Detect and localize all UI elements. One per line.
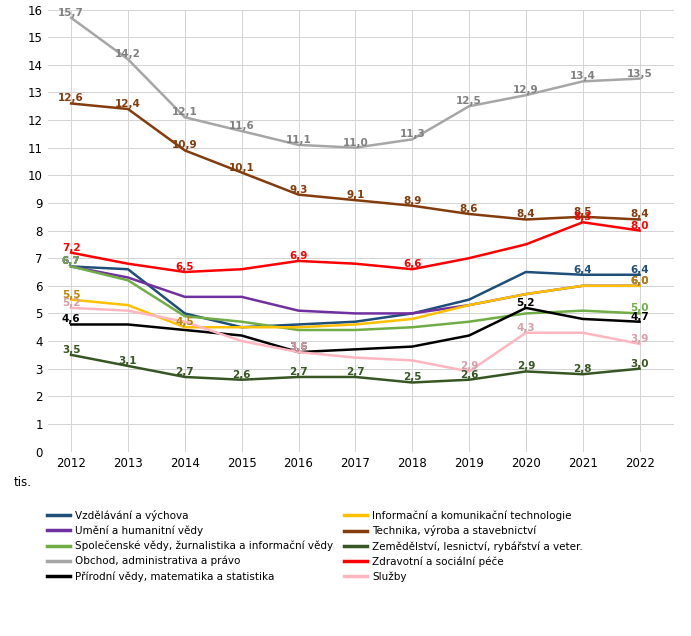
Text: 4,7: 4,7: [630, 312, 649, 322]
Text: 5,5: 5,5: [62, 289, 80, 300]
Text: 6,4: 6,4: [630, 265, 649, 275]
Text: 12,1: 12,1: [172, 107, 198, 117]
Text: 2,9: 2,9: [517, 361, 535, 371]
Text: 9,3: 9,3: [290, 184, 307, 195]
Text: 2,7: 2,7: [176, 367, 194, 377]
Text: 5,0: 5,0: [630, 303, 649, 314]
Text: 7,2: 7,2: [61, 243, 80, 252]
Text: 4,3: 4,3: [517, 322, 536, 333]
Text: 2,8: 2,8: [574, 364, 592, 374]
Text: 11,6: 11,6: [229, 121, 254, 131]
Text: 2,5: 2,5: [403, 373, 422, 382]
Text: 6,7: 6,7: [61, 256, 80, 266]
Text: 5,2: 5,2: [517, 298, 535, 308]
Text: 2,6: 2,6: [232, 370, 251, 380]
Text: 6,0: 6,0: [630, 276, 649, 286]
Legend: Vzdělávání a výchova, Umění a humanitní vědy, Společenské vědy, žurnalistika a i: Vzdělávání a výchova, Umění a humanitní …: [47, 510, 583, 582]
Text: 8,6: 8,6: [460, 204, 478, 214]
Text: 10,9: 10,9: [172, 141, 198, 151]
Text: 8,0: 8,0: [630, 221, 649, 230]
Text: 9,1: 9,1: [346, 190, 365, 200]
Text: 5,2: 5,2: [62, 298, 80, 308]
Text: 8,4: 8,4: [517, 209, 536, 219]
Text: 8,4: 8,4: [630, 209, 649, 219]
Text: 12,5: 12,5: [456, 96, 482, 106]
Text: 8,5: 8,5: [574, 207, 592, 217]
Text: 12,4: 12,4: [115, 99, 141, 109]
Text: 4,5: 4,5: [176, 317, 194, 328]
Text: 2,9: 2,9: [460, 361, 478, 371]
Text: 12,9: 12,9: [513, 85, 539, 95]
Text: 3,9: 3,9: [630, 334, 649, 344]
Text: 3,5: 3,5: [62, 345, 80, 355]
Text: 11,3: 11,3: [399, 129, 425, 139]
Text: 12,6: 12,6: [58, 93, 84, 104]
Text: 2,6: 2,6: [460, 370, 478, 380]
Text: 14,2: 14,2: [115, 49, 141, 59]
Text: 6,5: 6,5: [176, 262, 194, 272]
Text: 4,6: 4,6: [61, 314, 80, 324]
Text: 6,9: 6,9: [290, 251, 307, 261]
Text: 11,0: 11,0: [343, 137, 368, 148]
Text: 6,7: 6,7: [61, 256, 80, 266]
Text: 13,4: 13,4: [570, 71, 596, 81]
Text: 6,0: 6,0: [630, 276, 649, 286]
Text: tis.: tis.: [14, 476, 32, 489]
Text: 3,6: 3,6: [290, 342, 307, 352]
Text: 3,6: 3,6: [290, 342, 307, 352]
Text: 8,9: 8,9: [403, 196, 422, 205]
Text: 13,5: 13,5: [627, 69, 652, 79]
Text: 6,6: 6,6: [403, 259, 422, 269]
Text: 6,7: 6,7: [61, 256, 80, 266]
Text: 3,1: 3,1: [119, 356, 138, 366]
Text: 2,7: 2,7: [346, 367, 365, 377]
Text: 8,3: 8,3: [574, 212, 592, 222]
Text: 6,4: 6,4: [574, 265, 592, 275]
Text: 3,0: 3,0: [630, 359, 649, 369]
Text: 15,7: 15,7: [58, 8, 84, 18]
Text: 10,1: 10,1: [229, 163, 254, 172]
Text: 11,1: 11,1: [285, 135, 312, 145]
Text: 2,7: 2,7: [290, 367, 307, 377]
